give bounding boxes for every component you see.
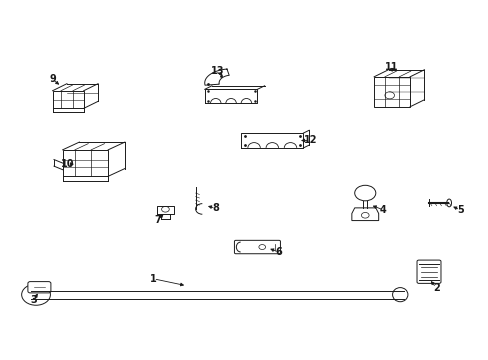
Ellipse shape bbox=[446, 199, 450, 207]
Text: 3: 3 bbox=[30, 295, 37, 305]
Text: 5: 5 bbox=[456, 205, 463, 215]
Text: 13: 13 bbox=[211, 66, 224, 76]
Text: 10: 10 bbox=[61, 159, 75, 169]
Text: 6: 6 bbox=[275, 247, 282, 257]
Text: 11: 11 bbox=[385, 62, 398, 72]
FancyBboxPatch shape bbox=[416, 260, 440, 283]
Text: 2: 2 bbox=[432, 283, 439, 293]
Text: 12: 12 bbox=[303, 135, 317, 145]
Text: 8: 8 bbox=[212, 203, 219, 213]
Text: 9: 9 bbox=[49, 75, 56, 85]
FancyBboxPatch shape bbox=[234, 240, 280, 254]
Text: 1: 1 bbox=[150, 274, 157, 284]
FancyBboxPatch shape bbox=[28, 282, 51, 293]
Text: 7: 7 bbox=[155, 215, 162, 225]
Text: 4: 4 bbox=[379, 205, 386, 215]
